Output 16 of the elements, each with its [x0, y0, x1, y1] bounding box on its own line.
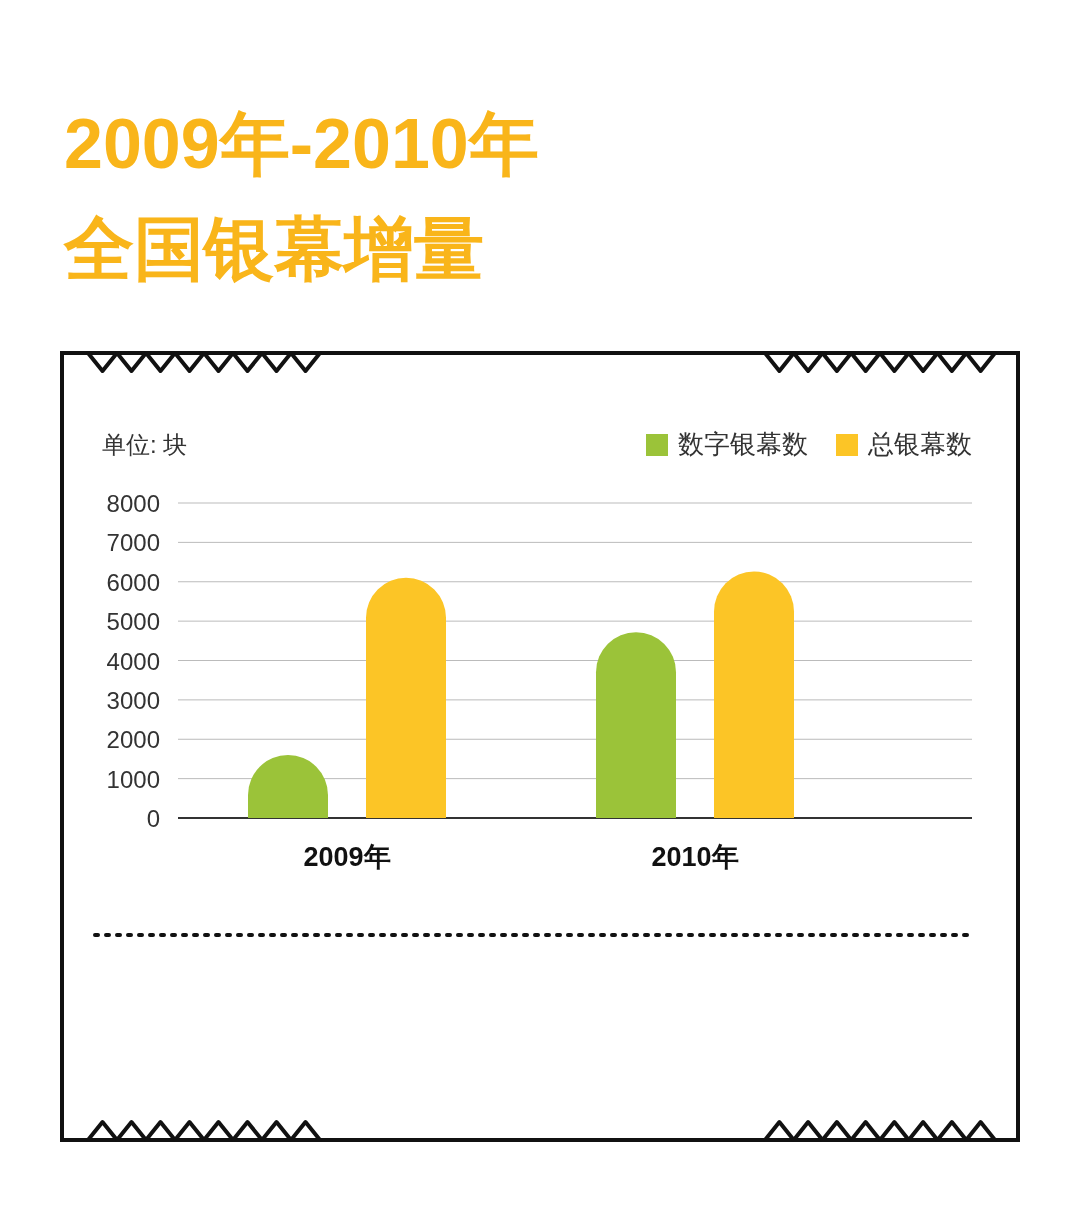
x-tick-label: 2009年 [303, 842, 391, 872]
y-tick-label: 0 [146, 805, 160, 832]
chart-subtitle: 全国银幕增量 [63, 210, 484, 288]
y-tick-label: 4000 [106, 647, 160, 675]
y-tick-label: 2000 [106, 726, 160, 754]
legend-label: 总银幕数 [867, 429, 972, 459]
x-tick-label: 2010年 [651, 842, 739, 872]
y-tick-label: 5000 [106, 608, 160, 636]
y-tick-label: 3000 [106, 686, 160, 714]
y-axis-title: 单位: 块 [102, 431, 188, 458]
y-tick-label: 7000 [106, 529, 160, 557]
y-tick-label: 1000 [106, 765, 160, 793]
y-tick-label: 6000 [106, 568, 160, 596]
legend-label: 数字银幕数 [678, 429, 808, 459]
y-tick-label: 8000 [106, 490, 160, 517]
chart-title: 2009年-2010年 [64, 105, 539, 183]
